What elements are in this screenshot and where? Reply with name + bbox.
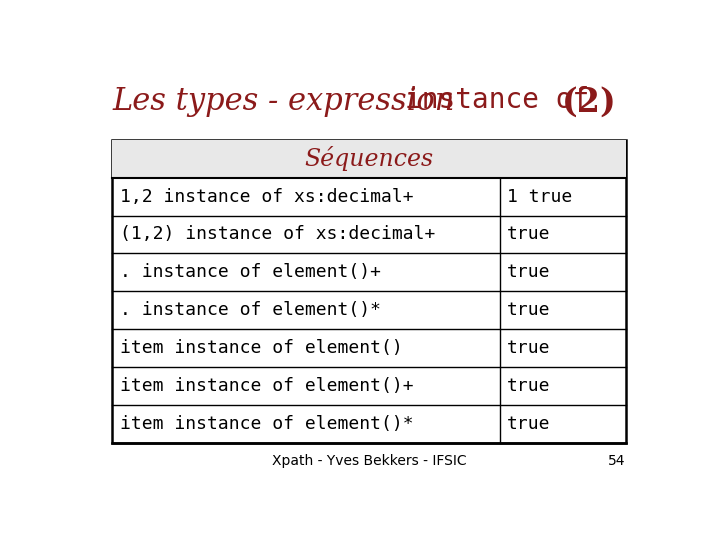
Text: . instance of element()+: . instance of element()+: [120, 264, 381, 281]
Text: true: true: [507, 377, 551, 395]
Text: (1,2) instance of xs:decimal+: (1,2) instance of xs:decimal+: [120, 226, 435, 244]
Text: 54: 54: [608, 454, 626, 468]
Text: . instance of element()*: . instance of element()*: [120, 301, 381, 319]
Text: instance of: instance of: [405, 85, 606, 113]
Text: item instance of element()+: item instance of element()+: [120, 377, 413, 395]
Text: Les types - expression: Les types - expression: [112, 85, 464, 117]
Text: 1,2 instance of xs:decimal+: 1,2 instance of xs:decimal+: [120, 187, 413, 206]
Text: item instance of element(): item instance of element(): [120, 339, 402, 357]
Text: (2): (2): [562, 85, 616, 119]
Text: Séquences: Séquences: [305, 146, 433, 171]
Text: 1 true: 1 true: [507, 187, 572, 206]
Text: true: true: [507, 226, 551, 244]
Text: true: true: [507, 415, 551, 433]
Text: true: true: [507, 264, 551, 281]
FancyBboxPatch shape: [112, 140, 626, 178]
Text: item instance of element()*: item instance of element()*: [120, 415, 413, 433]
FancyBboxPatch shape: [112, 140, 626, 443]
Text: true: true: [507, 301, 551, 319]
Text: Xpath - Yves Bekkers - IFSIC: Xpath - Yves Bekkers - IFSIC: [271, 454, 467, 468]
Text: true: true: [507, 339, 551, 357]
